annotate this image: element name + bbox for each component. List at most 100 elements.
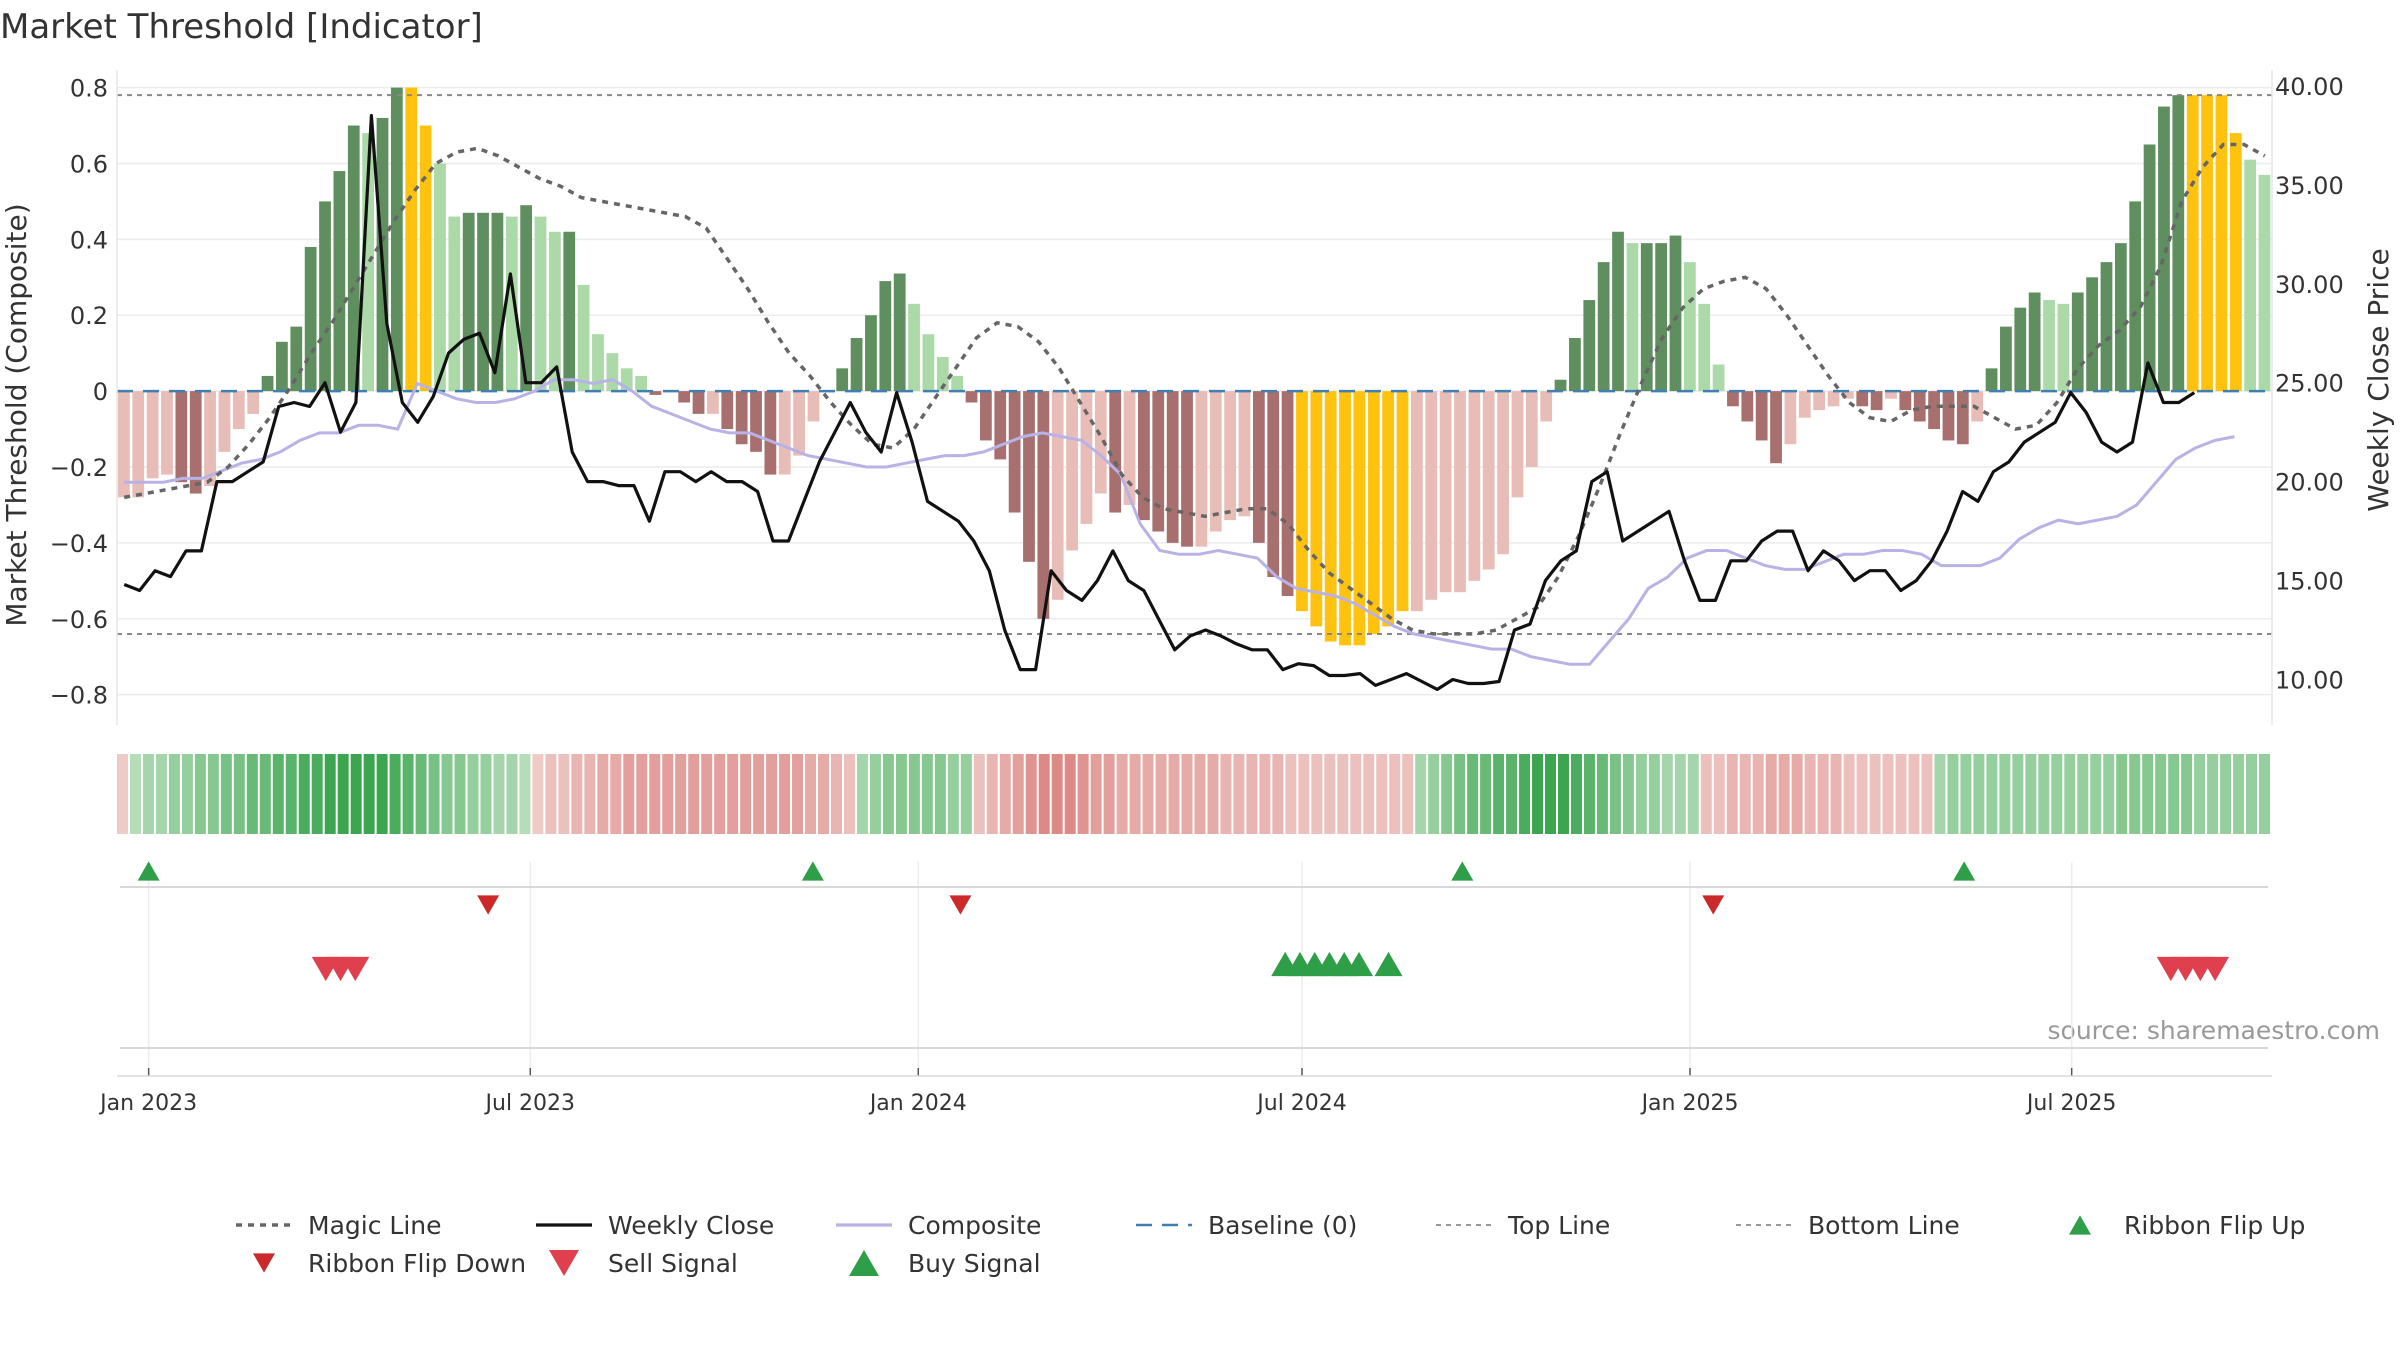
ribbon-cell bbox=[1752, 754, 1764, 834]
composite-bar bbox=[1741, 391, 1754, 422]
ribbon-cell bbox=[1999, 754, 2011, 834]
ribbon-cell bbox=[740, 754, 752, 834]
composite-bar bbox=[649, 391, 662, 395]
ribbon-cell bbox=[2220, 754, 2232, 834]
composite-bar bbox=[534, 216, 547, 392]
ribbon-cell bbox=[805, 754, 817, 834]
y-tick-label: 0.6 bbox=[70, 150, 108, 178]
composite-bar bbox=[1138, 391, 1150, 521]
ribbon-cell bbox=[714, 754, 726, 834]
ribbon-cell bbox=[2155, 754, 2167, 834]
composite-bar bbox=[2215, 95, 2228, 392]
composite-bar bbox=[1339, 391, 1351, 646]
sell-signal-marker bbox=[2201, 956, 2230, 982]
y2-tick-label: 20.00 bbox=[2275, 469, 2344, 497]
ribbon-cell bbox=[363, 754, 375, 834]
composite-bar bbox=[1842, 391, 1854, 399]
composite-bar bbox=[1468, 391, 1481, 581]
composite-bar bbox=[1885, 391, 1897, 399]
buy-signal-marker bbox=[1344, 951, 1373, 977]
ribbon-cell bbox=[571, 754, 583, 834]
ribbon-cell bbox=[1570, 754, 1582, 834]
composite-bar bbox=[290, 326, 303, 392]
legend-label: Buy Signal bbox=[908, 1249, 1041, 1278]
ribbon-cell bbox=[649, 754, 661, 834]
composite-bar bbox=[204, 391, 216, 486]
ribbon-cell bbox=[1025, 754, 1037, 834]
ribbon-cell bbox=[2064, 754, 2076, 834]
ribbon-flip-up-marker bbox=[801, 861, 824, 881]
chart-title: Market Threshold [Indicator] bbox=[0, 7, 483, 47]
ribbon-cell bbox=[1220, 754, 1232, 834]
ribbon-flip-up-marker bbox=[1953, 861, 1976, 881]
ribbon-cell bbox=[1960, 754, 1972, 834]
ribbon-cell bbox=[389, 754, 401, 834]
ribbon-cell bbox=[2259, 754, 2270, 834]
composite-bar bbox=[319, 201, 331, 392]
ribbon-cell bbox=[1311, 754, 1323, 834]
composite-bar bbox=[1669, 235, 1682, 392]
composite-bar bbox=[362, 133, 374, 392]
composite-bar bbox=[922, 334, 935, 392]
ribbon-cell bbox=[1324, 754, 1336, 834]
composite-bar bbox=[1152, 391, 1165, 532]
composite-bar bbox=[405, 87, 418, 392]
ribbon-cell bbox=[1467, 754, 1479, 834]
composite-bar bbox=[1209, 391, 1222, 532]
composite-bar bbox=[678, 391, 691, 403]
ribbon-cell bbox=[792, 754, 804, 834]
ribbon-cell bbox=[506, 754, 518, 834]
composite-bar bbox=[2244, 159, 2257, 392]
composite-bar bbox=[721, 391, 734, 430]
composite-bar bbox=[2201, 95, 2213, 392]
ribbon-cell bbox=[1973, 754, 1985, 834]
composite-bar bbox=[1008, 391, 1021, 513]
ribbon-cell bbox=[1376, 754, 1388, 834]
ribbon-cell bbox=[1596, 754, 1608, 834]
composite-bar bbox=[2028, 292, 2041, 392]
axes: 0.8 0.6 0.4 0.2 0 −0.2 −0.4 −0.6 −0.8 40.00 35.00 3… bbox=[50, 70, 2344, 1116]
y-tick-label: −0.2 bbox=[50, 454, 108, 482]
ribbon-cell bbox=[220, 754, 232, 834]
composite-bar bbox=[836, 368, 849, 392]
composite-bar bbox=[1497, 391, 1509, 555]
ribbon-cell bbox=[1674, 754, 1686, 834]
ribbon-cell bbox=[675, 754, 687, 834]
ribbon-cell bbox=[181, 754, 193, 834]
ribbon-cell bbox=[766, 754, 778, 834]
ribbon-cell bbox=[194, 754, 206, 834]
ribbon-cell bbox=[480, 754, 492, 834]
ribbon-cell bbox=[921, 754, 933, 834]
ribbon-cell bbox=[1817, 754, 1829, 834]
ribbon-cell bbox=[168, 754, 180, 834]
composite-bar bbox=[1913, 391, 1926, 422]
ribbon-cell bbox=[1648, 754, 1660, 834]
ribbon-cell bbox=[1545, 754, 1556, 834]
ribbon-cell bbox=[1454, 754, 1466, 834]
ribbon-cell bbox=[233, 754, 245, 834]
legend: Magic Line Weekly Close Composite Baseline … bbox=[236, 1211, 2305, 1278]
ribbon-cell bbox=[2116, 754, 2128, 834]
composite-bar bbox=[2086, 277, 2098, 392]
composite-bar bbox=[448, 216, 461, 392]
ribbon-cell bbox=[311, 754, 323, 834]
ribbon-cell bbox=[129, 754, 141, 834]
composite-bar bbox=[1482, 391, 1495, 570]
composite-bar bbox=[276, 341, 288, 392]
trend-ribbon bbox=[117, 754, 2270, 834]
composite-bars bbox=[118, 87, 2271, 646]
legend-label: Ribbon Flip Up bbox=[2124, 1211, 2305, 1240]
composite-bar bbox=[175, 391, 188, 483]
ribbon-cell bbox=[558, 754, 570, 834]
ribbon-cell bbox=[1908, 754, 1920, 834]
ribbon-cell bbox=[856, 754, 868, 834]
ribbon-cell bbox=[1142, 754, 1154, 834]
ribbon-cell bbox=[2233, 754, 2245, 834]
composite-bar bbox=[390, 87, 403, 392]
ribbon-cell bbox=[441, 754, 453, 834]
composite-bar bbox=[1310, 391, 1323, 627]
ribbon-cell bbox=[1791, 754, 1803, 834]
ribbon-cell bbox=[1480, 754, 1492, 834]
ribbon-cell bbox=[1051, 754, 1063, 834]
ribbon-cell bbox=[2038, 754, 2050, 834]
